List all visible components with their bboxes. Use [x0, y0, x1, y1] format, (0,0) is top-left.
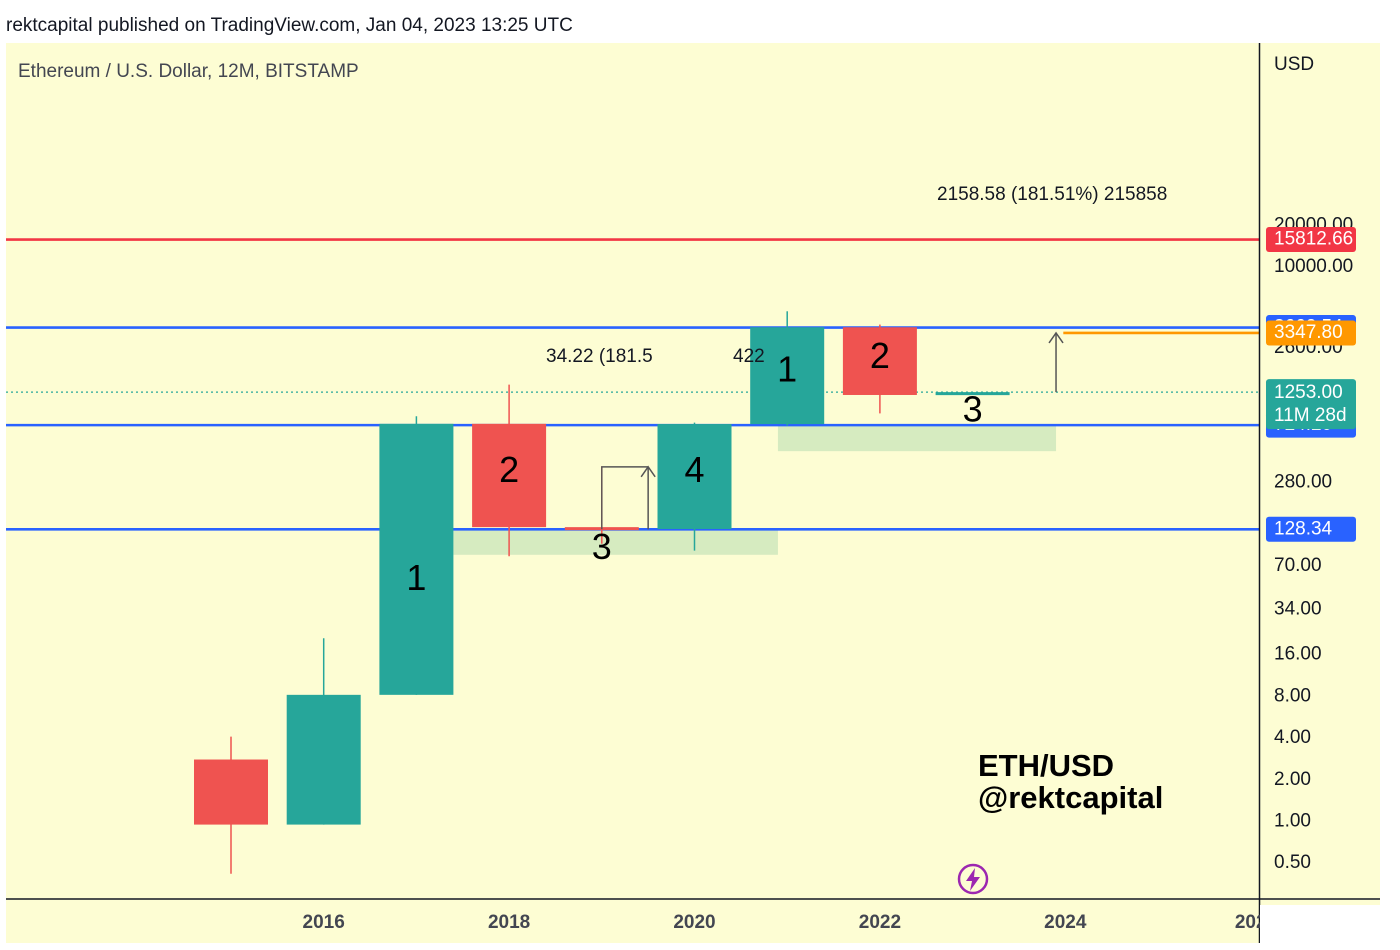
candle-body [657, 424, 732, 529]
candle-count-label: 2 [870, 335, 890, 376]
lightning-icon[interactable] [957, 863, 989, 895]
price-tick-label: 1.00 [1274, 811, 1311, 832]
candle-count-label: 3 [963, 389, 983, 430]
chart-pane-background [6, 43, 1260, 899]
measure-label-tail: 422 [733, 346, 765, 367]
price-tick-label: 16.00 [1274, 644, 1322, 665]
price-tick-label: 70.00 [1274, 555, 1322, 576]
candle[interactable] [472, 384, 547, 557]
watermark-handle: @rektcapital [978, 780, 1163, 815]
svg-text:11M 28d: 11M 28d [1274, 405, 1347, 426]
candle[interactable] [286, 638, 361, 825]
projection-price-badge: 3347.80 [1266, 320, 1356, 346]
candle-count-label: 4 [684, 449, 704, 490]
publisher-header: rektcapital published on TradingView.com… [6, 15, 573, 36]
svg-text:128.34: 128.34 [1274, 518, 1333, 539]
candle-body [750, 327, 825, 425]
time-tick-label: 2024 [1044, 912, 1087, 933]
time-axis-background [6, 899, 1380, 943]
candle[interactable] [842, 324, 917, 414]
measure-arrow-head [640, 465, 656, 478]
candle-body [935, 392, 1010, 396]
price-tick-label: 2.00 [1274, 769, 1311, 790]
candle-body [379, 423, 454, 695]
time-axis-right-mask [1260, 905, 1400, 945]
price-tick-label: 0.50 [1274, 852, 1311, 873]
svg-text:1253.00: 1253.00 [1274, 382, 1343, 403]
candle[interactable] [379, 416, 454, 695]
measure-bracket [601, 466, 649, 530]
price-axis-background [1260, 43, 1380, 899]
time-tick-label: 2018 [488, 912, 530, 933]
candle[interactable] [750, 311, 825, 426]
candle-count-label: 2 [499, 449, 519, 490]
candle-count-label: 1 [777, 349, 797, 390]
price-tick-label: 8.00 [1274, 685, 1311, 706]
time-tick-label: 2022 [859, 912, 901, 933]
measure-label: 2158.58 (181.51%) 215858 [937, 184, 1167, 205]
price-tick-label: 280.00 [1274, 471, 1332, 492]
price-axis-unit: USD [1274, 54, 1314, 75]
measure-label: 34.22 (181.5 [546, 346, 653, 367]
support-zone [453, 529, 778, 555]
svg-text:3347.80: 3347.80 [1274, 322, 1343, 343]
support-zone [777, 425, 1057, 452]
svg-text:15812.66: 15812.66 [1274, 229, 1353, 250]
time-tick-label: 2016 [303, 912, 345, 933]
price-tick-label: 4.00 [1274, 727, 1311, 748]
candle-body [842, 327, 917, 395]
candle[interactable] [657, 422, 732, 551]
candle-count-label: 3 [592, 526, 612, 567]
watermark-pair: ETH/USD [978, 748, 1114, 783]
candle-body [472, 423, 547, 528]
time-tick-label: 2020 [673, 912, 715, 933]
price-tick-label: 34.00 [1274, 598, 1322, 619]
symbol-title: Ethereum / U.S. Dollar, 12M, BITSTAMP [18, 61, 359, 82]
level-price-badge: 15812.66 [1266, 227, 1356, 253]
candle[interactable] [935, 392, 1010, 396]
time-tick-label: 202 [1235, 912, 1267, 933]
price-tick-label: 10000.00 [1274, 256, 1353, 277]
candle-count-label: 1 [406, 557, 426, 598]
candle-body [286, 694, 361, 825]
level-price-badge: 128.34 [1266, 516, 1356, 542]
candle[interactable] [194, 736, 268, 874]
candle-body [194, 759, 268, 825]
measure-arrow-head [1048, 331, 1064, 344]
